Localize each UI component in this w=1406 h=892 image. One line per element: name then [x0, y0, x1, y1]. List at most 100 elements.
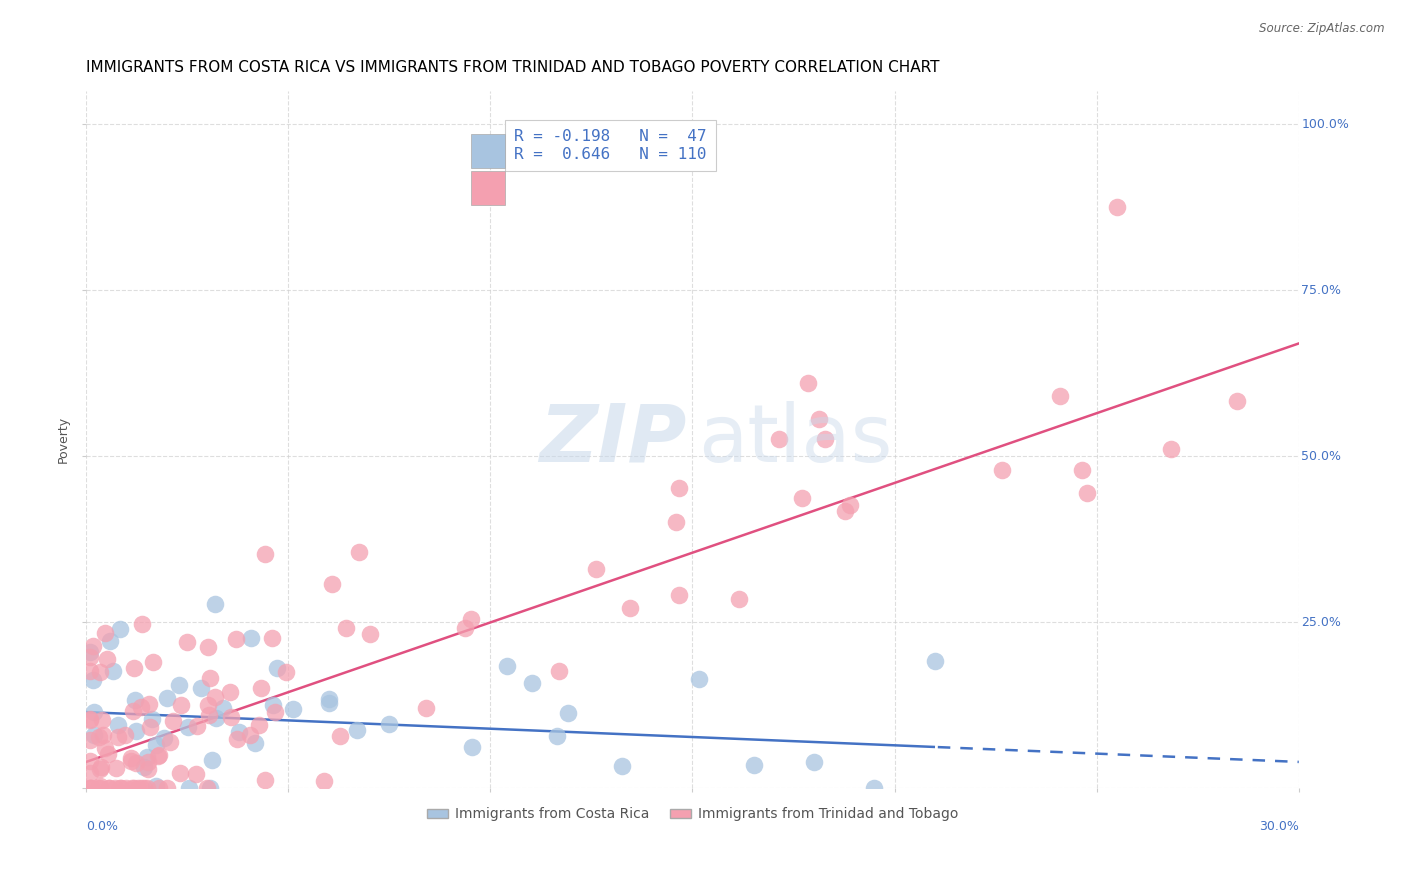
Point: [186, 719, 208, 733]
Point: [228, 725, 250, 739]
Point: [668, 481, 690, 495]
Point: [97, 780, 120, 795]
Point: [89, 780, 111, 794]
Point: [585, 562, 607, 576]
Point: [359, 627, 381, 641]
Point: [79, 732, 101, 747]
Point: [114, 729, 136, 743]
Text: atlas: atlas: [699, 401, 893, 479]
Point: [145, 739, 167, 753]
Point: [346, 723, 368, 738]
Point: [101, 664, 124, 678]
Point: [89, 730, 111, 744]
Point: [177, 720, 200, 734]
Point: [1071, 463, 1094, 477]
Point: [349, 545, 371, 559]
Point: [266, 661, 288, 675]
Point: [219, 685, 242, 699]
Point: [121, 704, 143, 718]
Legend: Immigrants from Costa Rica, Immigrants from Trinidad and Tobago: Immigrants from Costa Rica, Immigrants f…: [422, 802, 963, 827]
Point: [146, 748, 169, 763]
Point: [94, 741, 117, 756]
Point: [415, 700, 437, 714]
Text: Source: ZipAtlas.com: Source: ZipAtlas.com: [1260, 22, 1385, 36]
Point: [205, 711, 228, 725]
Point: [547, 665, 569, 679]
Point: [83, 728, 105, 742]
Point: [274, 665, 297, 679]
Point: [197, 640, 219, 655]
Point: [546, 729, 568, 743]
Point: [138, 720, 160, 734]
Point: [184, 766, 207, 780]
Point: [89, 762, 111, 776]
FancyBboxPatch shape: [471, 171, 505, 205]
Point: [226, 732, 249, 747]
Point: [808, 411, 831, 425]
Point: [136, 749, 159, 764]
Point: [167, 678, 190, 692]
Point: [803, 755, 825, 769]
Text: IMMIGRANTS FROM COSTA RICA VS IMMIGRANTS FROM TRINIDAD AND TOBAGO POVERTY CORREL: IMMIGRANTS FROM COSTA RICA VS IMMIGRANTS…: [86, 60, 939, 75]
Point: [89, 780, 111, 795]
Point: [79, 645, 101, 659]
Point: [82, 673, 104, 687]
Point: [107, 731, 129, 745]
Point: [200, 780, 222, 795]
Point: [125, 756, 148, 770]
Point: [557, 706, 579, 721]
Point: [89, 760, 111, 774]
FancyBboxPatch shape: [471, 135, 505, 168]
Point: [610, 759, 633, 773]
Point: [924, 654, 946, 668]
Point: [460, 612, 482, 626]
Text: 30.0%: 30.0%: [1258, 820, 1299, 833]
Point: [281, 702, 304, 716]
Point: [768, 433, 790, 447]
Point: [79, 664, 101, 678]
Point: [156, 780, 179, 795]
Point: [792, 491, 814, 505]
Point: [90, 714, 112, 728]
Point: [136, 755, 159, 769]
Point: [108, 780, 131, 795]
Point: [122, 661, 145, 675]
Point: [87, 780, 110, 795]
Point: [1105, 200, 1128, 214]
Point: [742, 758, 765, 772]
Point: [120, 755, 142, 769]
Point: [79, 754, 101, 768]
Point: [110, 622, 132, 636]
Point: [198, 672, 221, 686]
Point: [148, 748, 170, 763]
Point: [262, 698, 284, 713]
Point: [496, 659, 519, 673]
Point: [114, 780, 136, 795]
Point: [79, 765, 101, 780]
Text: ZIP: ZIP: [538, 401, 686, 479]
Point: [135, 780, 157, 795]
Point: [169, 698, 191, 712]
Point: [131, 700, 153, 714]
Point: [688, 672, 710, 686]
Point: [79, 650, 101, 665]
Point: [98, 780, 121, 795]
Text: 50.0%: 50.0%: [1301, 450, 1341, 463]
Point: [82, 639, 104, 653]
Point: [520, 676, 543, 690]
Point: [153, 731, 176, 745]
Point: [247, 718, 270, 732]
Point: [197, 698, 219, 712]
Point: [1076, 486, 1098, 500]
Point: [132, 780, 155, 795]
Point: [93, 728, 115, 742]
Text: 75.0%: 75.0%: [1301, 284, 1341, 297]
Point: [727, 592, 749, 607]
Point: [162, 714, 184, 728]
Point: [838, 498, 860, 512]
Point: [329, 729, 352, 743]
Point: [155, 690, 177, 705]
Point: [239, 632, 262, 646]
Point: [225, 632, 247, 647]
Point: [190, 681, 212, 695]
